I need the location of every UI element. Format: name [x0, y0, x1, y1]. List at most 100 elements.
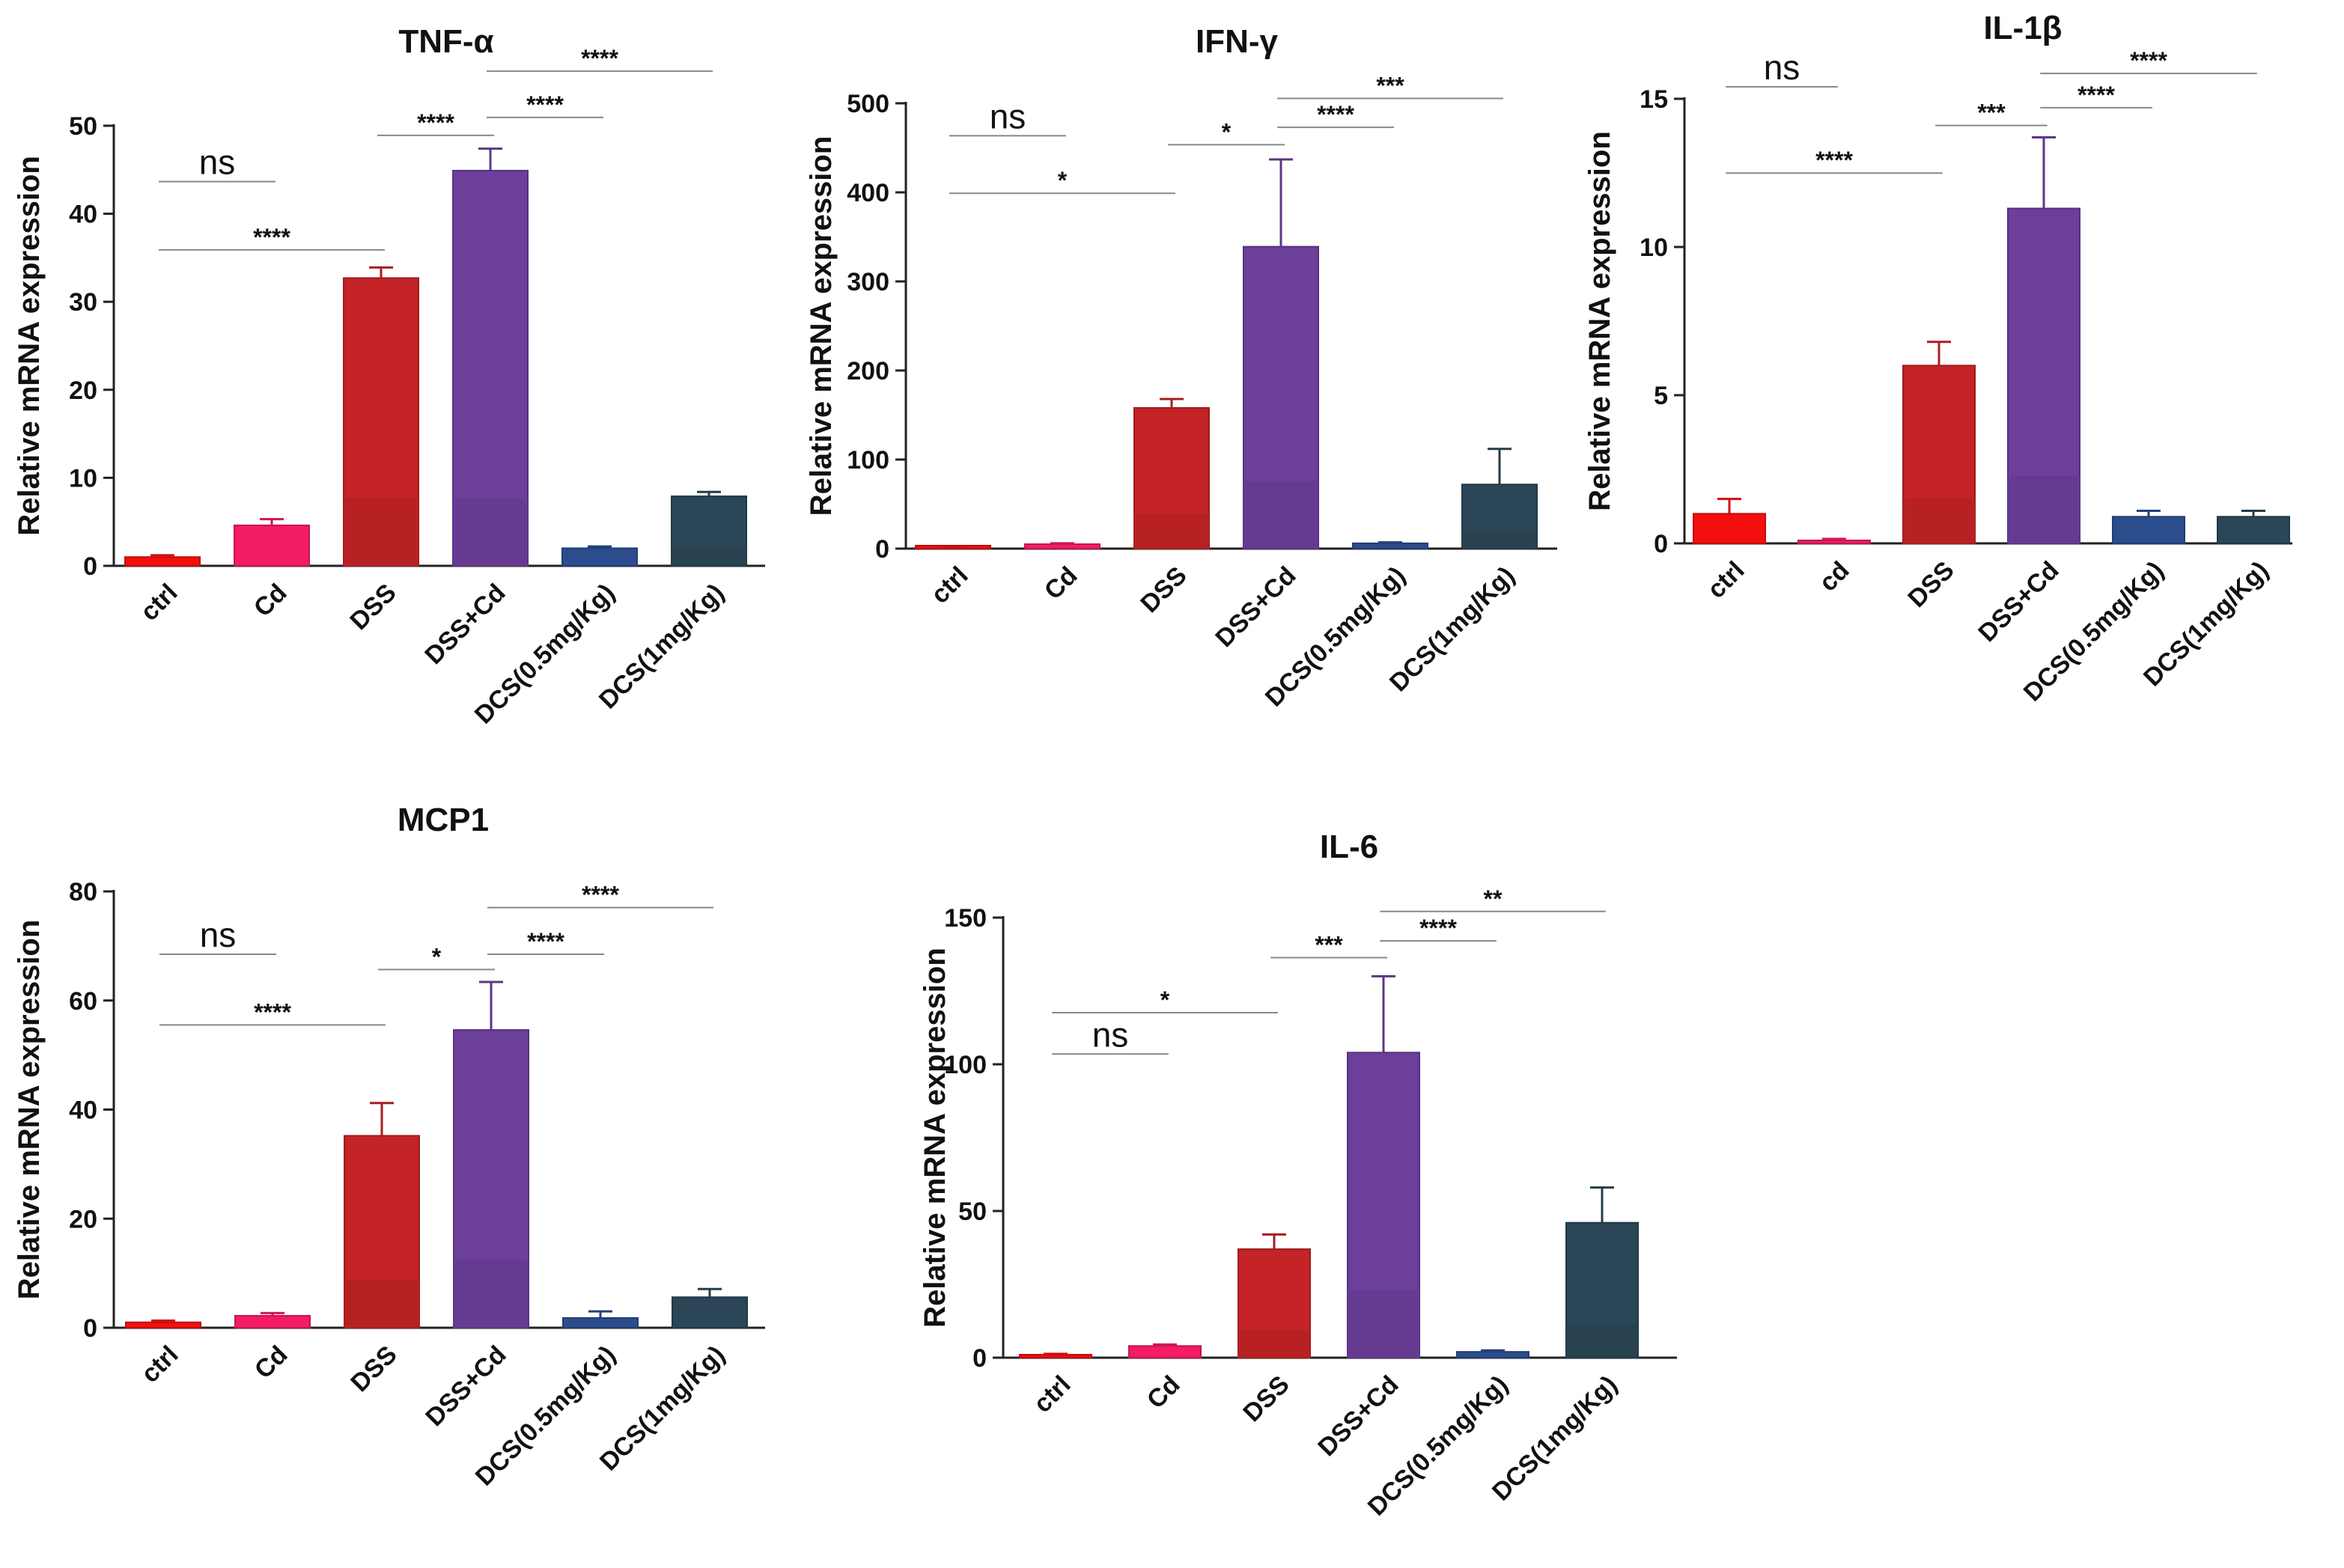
- y-axis-label: Relative mRNA expression: [13, 920, 46, 1300]
- panel-mcp1: MCP1 Relative mRNA expression 0 20 40 60 80 ctr…: [13, 802, 765, 1492]
- significance-label: ****: [1317, 101, 1354, 128]
- y-tick-label: 50: [958, 1198, 987, 1226]
- chart-title: IL-1β: [1983, 10, 2062, 46]
- x-category-label: DSS: [345, 1340, 402, 1397]
- y-axis-label: Relative mRNA expression: [919, 948, 952, 1328]
- chart-title: IFN-γ: [1196, 23, 1279, 60]
- panel-il-1-beta: IL-1β Relative mRNA expression 0 5 10 15 ctrl c…: [1583, 10, 2292, 707]
- bar-ctrl: [124, 556, 201, 567]
- y-tick-label: 20: [69, 376, 97, 405]
- bar-base-shade: [453, 498, 528, 566]
- significance-label: ****: [581, 45, 618, 72]
- bar-Cd: [1024, 543, 1101, 549]
- bar-base-shade: [344, 498, 418, 566]
- bar-base-shade: [1462, 532, 1537, 549]
- x-category-label: DSS+Cd: [1312, 1370, 1404, 1462]
- significance-label: **: [1484, 885, 1503, 912]
- panel-tnf-alpha: TNF-α Relative mRNA expression 0 10 20 30 40 50…: [13, 23, 765, 730]
- y-tick-label: 80: [69, 878, 97, 906]
- y-tick-label: 40: [69, 201, 97, 229]
- x-category-label: Cd: [249, 1340, 293, 1385]
- significance-label: ns: [1764, 48, 1800, 87]
- y-tick-label: 150: [944, 904, 987, 933]
- bar-base-shade: [1566, 1323, 1638, 1358]
- y-tick-label: 0: [875, 535, 889, 564]
- y-tick-label: 300: [847, 268, 889, 296]
- y-tick-label: 15: [1640, 85, 1668, 114]
- significance-label: *: [1058, 167, 1068, 194]
- significance-label: ****: [582, 882, 619, 909]
- x-category-label: DSS+Cd: [1973, 556, 2064, 647]
- x-category-label: ctrl: [136, 1340, 183, 1388]
- y-tick-label: 500: [847, 90, 889, 118]
- panel-ifn-gamma: IFN-γ Relative mRNA expression 0 100 200 300 4…: [805, 23, 1557, 713]
- significance-label: ***: [1315, 932, 1343, 959]
- x-category-label: DSS: [1135, 561, 1192, 618]
- bar-DCS(1mg/Kg): [672, 1296, 748, 1328]
- significance-label: *: [432, 943, 442, 970]
- significance-label: ****: [254, 998, 291, 1025]
- x-category-label: ctrl: [1702, 556, 1750, 604]
- bar-DCS(1mg/Kg): [2217, 516, 2290, 544]
- significance-label: ****: [526, 91, 564, 118]
- x-category-label: Cd: [1142, 1370, 1186, 1415]
- x-category-label: DSS+Cd: [420, 1340, 511, 1432]
- chart-title: IL-6: [1320, 829, 1378, 865]
- significance-label: ****: [417, 109, 454, 136]
- x-category-label: Cd: [1039, 561, 1083, 605]
- significance-label: ns: [199, 143, 236, 182]
- y-tick-label: 10: [1640, 234, 1668, 262]
- bar-DCS(0.5mg/Kg): [2112, 516, 2185, 544]
- bar-DCS(0.5mg/Kg): [1456, 1351, 1529, 1359]
- significance-label: ns: [1092, 1015, 1129, 1054]
- significance-label: ****: [2130, 47, 2167, 74]
- y-tick-label: 100: [944, 1051, 987, 1079]
- y-tick-label: 10: [69, 464, 97, 492]
- significance-label: *: [1160, 986, 1170, 1013]
- chart-title: MCP1: [398, 802, 489, 838]
- bar-Cd: [234, 524, 310, 567]
- significance-label: ns: [200, 915, 237, 954]
- bar-base-shade: [344, 1279, 419, 1328]
- bar-base-shade: [1134, 513, 1209, 549]
- x-category-label: ctrl: [135, 579, 183, 626]
- y-tick-label: 0: [972, 1344, 987, 1373]
- significance-label: ****: [1815, 147, 1853, 174]
- x-category-label: DSS: [1238, 1370, 1294, 1427]
- bar-Cd: [1128, 1345, 1202, 1358]
- bar-base-shade: [672, 548, 746, 566]
- significance-label: ***: [1977, 100, 2006, 126]
- y-tick-label: 50: [69, 112, 97, 141]
- bar-Cd: [234, 1314, 311, 1329]
- significance-label: *: [1222, 118, 1232, 145]
- panel-il-6: IL-6 Relative mRNA expression 0 50 100 150 ctr…: [919, 829, 1677, 1522]
- y-tick-label: 0: [1654, 530, 1668, 558]
- significance-label: ****: [253, 224, 290, 251]
- bar-base-shade: [2008, 476, 2080, 543]
- y-tick-label: 400: [847, 179, 889, 207]
- bar-base-shade: [454, 1260, 529, 1328]
- bar-ctrl: [1019, 1354, 1092, 1358]
- x-category-label: ctrl: [1028, 1370, 1076, 1418]
- bar-base-shade: [1243, 481, 1318, 549]
- bar-ctrl: [1693, 513, 1766, 545]
- significance-label: ***: [1376, 72, 1404, 99]
- significance-label: ns: [990, 97, 1026, 135]
- y-tick-label: 20: [69, 1205, 97, 1233]
- x-category-label: Cd: [249, 579, 293, 623]
- x-category-label: DSS: [1902, 556, 1959, 613]
- x-category-label: DSS: [344, 579, 401, 635]
- significance-label: ****: [527, 928, 564, 955]
- x-category-label: cd: [1814, 556, 1855, 597]
- significance-label: ****: [2077, 82, 2115, 109]
- y-tick-label: 60: [69, 987, 97, 1016]
- bar-base-shade: [1238, 1330, 1310, 1358]
- bar-base-shade: [1903, 498, 1975, 543]
- y-axis-label: Relative mRNA expression: [1583, 131, 1616, 511]
- significance-label: ****: [1419, 915, 1457, 942]
- y-tick-label: 200: [847, 357, 889, 385]
- x-category-label: DSS+Cd: [1210, 561, 1301, 653]
- y-axis-label: Relative mRNA expression: [13, 156, 46, 536]
- x-category-label: DSS+Cd: [419, 579, 511, 670]
